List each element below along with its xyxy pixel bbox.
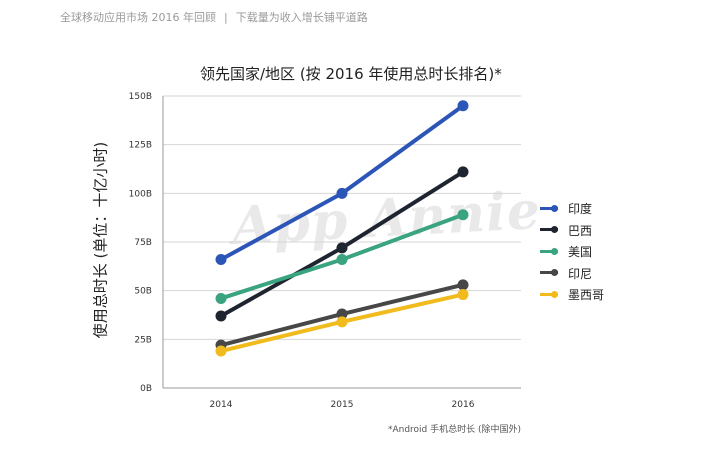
footnote: *Android 手机总时长 (除中国外) bbox=[387, 425, 521, 435]
legend-item: 墨西哥 bbox=[540, 284, 604, 306]
header-report-title: 全球移动应用市场 2016 年回顾 bbox=[60, 11, 216, 24]
data-point bbox=[336, 308, 348, 320]
data-point bbox=[457, 100, 469, 112]
series-巴西 bbox=[215, 166, 469, 322]
legend-swatch bbox=[540, 225, 558, 235]
data-point bbox=[457, 209, 469, 221]
x-tick-label: 2016 bbox=[452, 400, 475, 410]
legend-label: 巴西 bbox=[568, 223, 593, 238]
y-tick-label: 150B bbox=[129, 92, 152, 102]
series-印度 bbox=[215, 100, 469, 266]
data-point bbox=[215, 292, 227, 304]
y-tick-labels: 0B 25B 50B 75B 100B 125B 150B bbox=[129, 92, 152, 394]
header-separator: | bbox=[224, 11, 228, 24]
page-header: 全球移动应用市场 2016 年回顾 | 下载量为收入增长铺平道路 bbox=[60, 9, 368, 25]
legend-label: 墨西哥 bbox=[568, 288, 605, 303]
data-point bbox=[457, 279, 469, 291]
y-tick-label: 50B bbox=[134, 287, 152, 297]
series-lines bbox=[215, 100, 469, 357]
series-line bbox=[220, 104, 465, 262]
legend-item: 巴西 bbox=[540, 220, 604, 242]
data-point bbox=[336, 187, 348, 199]
legend-label: 印尼 bbox=[568, 266, 593, 281]
data-point bbox=[336, 316, 348, 328]
data-point bbox=[336, 242, 348, 254]
data-point bbox=[215, 310, 227, 322]
data-point bbox=[336, 254, 348, 266]
y-tick-label: 25B bbox=[134, 335, 152, 345]
y-tick-label: 125B bbox=[129, 141, 152, 151]
legend-item: 印度 bbox=[540, 198, 604, 220]
legend-label: 美国 bbox=[568, 245, 593, 260]
y-tick-label: 75B bbox=[134, 238, 152, 248]
legend-item: 美国 bbox=[540, 241, 604, 263]
legend: 印度巴西美国印尼墨西哥 bbox=[540, 198, 604, 306]
data-point bbox=[215, 345, 227, 357]
data-point bbox=[457, 289, 469, 301]
data-point bbox=[215, 254, 227, 266]
legend-swatch bbox=[540, 204, 558, 214]
legend-swatch bbox=[540, 247, 558, 257]
data-point bbox=[457, 166, 469, 178]
legend-item: 印尼 bbox=[540, 263, 604, 285]
legend-swatch bbox=[540, 268, 558, 278]
y-tick-label: 100B bbox=[129, 189, 152, 199]
x-tick-label: 2014 bbox=[210, 400, 233, 410]
y-tick-label: 0B bbox=[140, 384, 152, 394]
chart-title: 领先国家/地区 (按 2016 年使用总时长排名)* bbox=[200, 65, 502, 83]
legend-label: 印度 bbox=[568, 202, 593, 217]
x-tick-label: 2015 bbox=[331, 400, 354, 410]
series-墨西哥 bbox=[215, 289, 469, 357]
legend-swatch bbox=[540, 290, 558, 300]
header-subtitle: 下载量为收入增长铺平道路 bbox=[235, 11, 368, 24]
series-美国 bbox=[215, 209, 469, 304]
x-tick-labels: 2014 2015 2016 bbox=[210, 400, 475, 410]
